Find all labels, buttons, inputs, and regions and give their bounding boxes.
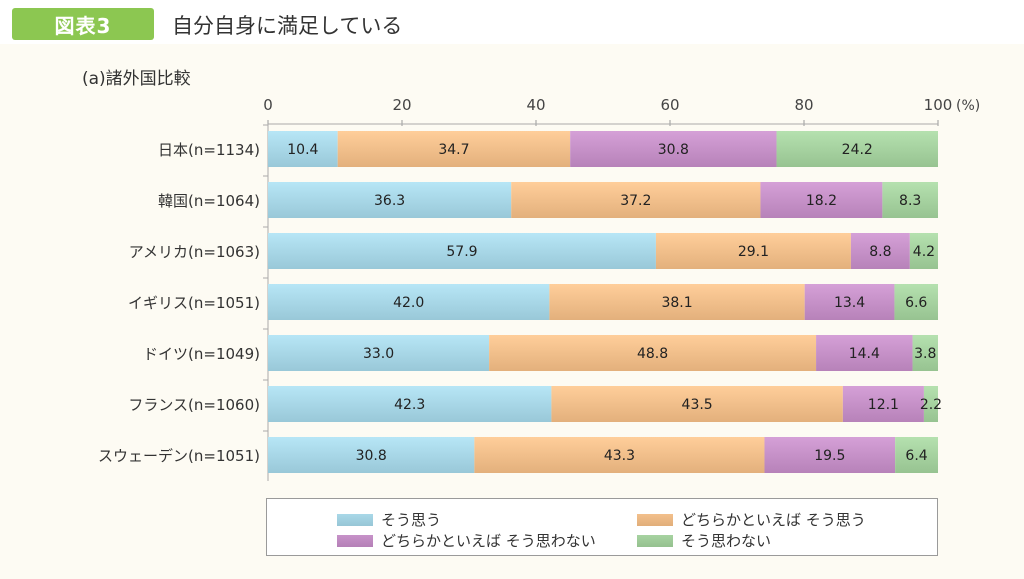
bar-segment <box>804 284 895 320</box>
data-label: 57.9 <box>446 244 477 260</box>
data-label: 36.3 <box>374 193 405 209</box>
bar-segment <box>760 182 883 218</box>
legend-label-2: どちらかといえば そう思う <box>681 511 866 529</box>
x-tick-label: 60 <box>660 96 679 114</box>
data-label: 10.4 <box>287 142 318 158</box>
x-tick-label: 20 <box>392 96 411 114</box>
header-band <box>0 0 1024 44</box>
chart-title: (a)諸外国比較 <box>82 69 191 89</box>
data-label: 34.7 <box>438 142 469 158</box>
data-label: 6.4 <box>905 448 927 464</box>
bar-segment <box>268 386 552 422</box>
bar-segment <box>551 386 843 422</box>
legend-swatch-1 <box>337 513 373 526</box>
legend-label-1: そう思う <box>381 511 442 529</box>
data-label: 3.8 <box>914 346 936 362</box>
data-label: 4.2 <box>913 244 935 260</box>
category-label: フランス(n=1060) <box>128 396 260 414</box>
bar-segment <box>474 437 765 473</box>
bar-segment <box>570 131 777 167</box>
bar-segment <box>909 233 938 269</box>
data-label: 12.1 <box>868 397 899 413</box>
bar-segment <box>923 386 938 422</box>
bar-segment <box>655 233 851 269</box>
figure-badge: 図表3 <box>12 8 154 40</box>
data-label: 38.1 <box>661 295 692 311</box>
legend-item-3: どちらかといえば そう思わない <box>337 530 596 551</box>
bar-segment <box>268 233 656 269</box>
bar-segment <box>776 131 938 167</box>
category-label: アメリカ(n=1063) <box>129 243 260 261</box>
data-label: 13.4 <box>834 295 865 311</box>
x-unit-label: (%) <box>956 98 980 114</box>
data-label: 42.0 <box>393 295 424 311</box>
legend-item-1: そう思う <box>337 509 441 530</box>
data-label: 18.2 <box>806 193 837 209</box>
bar-segment <box>489 335 817 371</box>
data-label: 42.3 <box>394 397 425 413</box>
data-label: 29.1 <box>738 244 769 260</box>
data-label: 8.8 <box>869 244 891 260</box>
bar-segment <box>842 386 924 422</box>
data-label: 8.3 <box>899 193 921 209</box>
data-label: 43.5 <box>682 397 713 413</box>
x-tick-label: 80 <box>794 96 813 114</box>
data-label: 2.2 <box>920 397 942 413</box>
bar-segment <box>816 335 913 371</box>
bar-segment <box>268 131 338 167</box>
legend-label-4: そう思わない <box>681 532 772 550</box>
legend-swatch-3 <box>337 534 373 547</box>
bar-segment <box>894 284 938 320</box>
legend-swatch-4 <box>637 534 673 547</box>
data-label: 30.8 <box>658 142 689 158</box>
bar-segment <box>268 284 550 320</box>
x-tick-label: 0 <box>263 96 273 114</box>
legend: そう思う どちらかといえば そう思う どちらかといえば そう思わない そう思わな… <box>266 498 938 556</box>
data-label: 24.2 <box>842 142 873 158</box>
data-label: 6.6 <box>905 295 927 311</box>
data-label: 14.4 <box>849 346 880 362</box>
data-label: 19.5 <box>814 448 845 464</box>
bar-segment <box>895 437 938 473</box>
category-label: 韓国(n=1064) <box>158 192 260 210</box>
legend-swatch-2 <box>637 513 673 526</box>
category-label: 日本(n=1134) <box>158 141 260 159</box>
data-label: 33.0 <box>363 346 394 362</box>
legend-label-3: どちらかといえば そう思わない <box>381 532 596 550</box>
bar-segment <box>850 233 910 269</box>
x-tick-label: 40 <box>526 96 545 114</box>
bar-segment <box>511 182 761 218</box>
figure-title: 自分自身に満足している <box>172 14 403 38</box>
category-label: イギリス(n=1051) <box>128 294 260 312</box>
bar-segment <box>549 284 805 320</box>
data-label: 37.2 <box>620 193 651 209</box>
bar-segment <box>268 335 490 371</box>
x-tick-label: 100 <box>924 96 953 114</box>
bar-segment <box>882 182 938 218</box>
bar-segment <box>268 182 512 218</box>
data-label: 48.8 <box>637 346 668 362</box>
bar-segment <box>764 437 896 473</box>
bar-segment <box>337 131 571 167</box>
category-label: スウェーデン(n=1051) <box>98 447 260 465</box>
legend-item-4: そう思わない <box>637 530 771 551</box>
bar-segment <box>268 437 475 473</box>
legend-item-2: どちらかといえば そう思う <box>637 509 866 530</box>
data-label: 30.8 <box>356 448 387 464</box>
data-label: 43.3 <box>604 448 635 464</box>
bar-segment <box>912 335 938 371</box>
category-label: ドイツ(n=1049) <box>143 345 260 363</box>
